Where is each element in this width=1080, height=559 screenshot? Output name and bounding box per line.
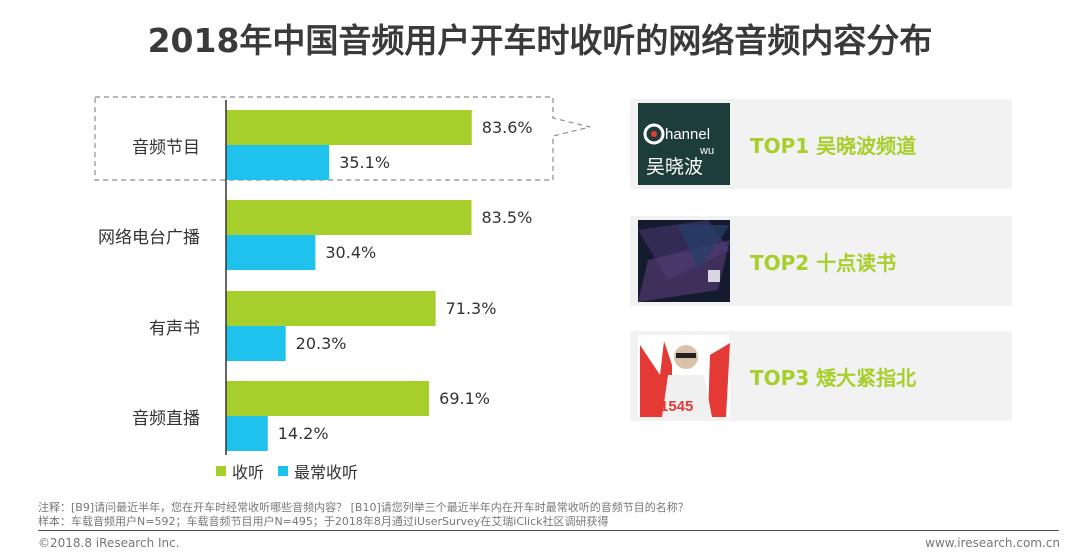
category-label: 音频直播 (132, 409, 200, 429)
reading-app-graphic (638, 220, 730, 302)
legend-label-listen: 收听 (232, 463, 265, 482)
bar-most-listen (226, 235, 316, 270)
bar-most-listen (226, 326, 286, 361)
bar-listen (226, 381, 430, 416)
highlight-box (94, 96, 591, 181)
bar-listen (226, 110, 472, 145)
category-label: 网络电台广播 (98, 228, 200, 248)
top2-label: TOP2 十点读书 (750, 250, 897, 275)
top3-card: 1545 TOP3 矮大紧指北 (630, 331, 1012, 421)
svg-text:wu: wu (699, 145, 714, 157)
bar-most-listen (226, 145, 330, 180)
bar-listen (226, 200, 472, 235)
reading-app-splash (638, 220, 730, 302)
svg-text:hannel: hannel (665, 126, 710, 143)
top1-label: TOP1 吴晓波频道 (750, 133, 917, 158)
bar-most-listen (226, 416, 268, 451)
bar-listen (226, 291, 436, 326)
category-label: 有声书 (149, 319, 200, 339)
svg-text:吴晓波: 吴晓波 (646, 156, 703, 178)
data-label: 83.5% (481, 208, 532, 227)
data-label: 14.2% (278, 424, 329, 443)
notes-line2: 样本：车载音频用户N=592；车载音频节目用户N=495；于2018年8月通过i… (38, 515, 609, 528)
channel-wu-logo-graphic: hannel wu 吴晓波 (643, 123, 714, 178)
chart-legend: 收听 最常收听 (216, 459, 358, 483)
page-title: 2018年中国音频用户开车时收听的网络音频内容分布 (147, 21, 933, 60)
host-portrait: 1545 (638, 335, 730, 417)
footer-divider (38, 530, 1059, 531)
bars-layer: 音频节目 83.6% 35.1% 网络电台广播 83.5% 30.4% 有声书 71.3% 20… (98, 100, 533, 455)
legend-item-most: 最常收听 (278, 459, 358, 483)
top3-label: TOP3 矮大紧指北 (750, 365, 917, 390)
data-label: 30.4% (325, 243, 376, 262)
copyright: ©2018.8 iResearch Inc. (38, 536, 180, 550)
legend-item-listen: 收听 (216, 459, 264, 483)
website: www.iresearch.com.cn (925, 536, 1060, 550)
svg-text:1545: 1545 (660, 398, 693, 415)
top2-card: TOP2 十点读书 (630, 216, 1012, 306)
bar-chart: 音频节目 83.6% 35.1% 网络电台广播 83.5% 30.4% 有声书 71.3% 20… (94, 96, 591, 455)
data-label: 69.1% (439, 389, 490, 408)
category-label: 音频节目 (132, 138, 200, 158)
data-label: 20.3% (296, 334, 347, 353)
notes-line1: 注释：[B9]请问最近半年，您在开车时经常收听哪些音频内容？ [B10]请您列举… (38, 501, 689, 514)
top1-card: hannel wu 吴晓波 TOP1 吴晓波频道 (630, 99, 1012, 189)
data-label: 83.6% (482, 118, 533, 137)
data-label: 71.3% (446, 299, 497, 318)
host-portrait-graphic: 1545 (640, 341, 730, 417)
data-label: 35.1% (339, 153, 390, 172)
legend-label-most: 最常收听 (294, 463, 359, 482)
channel-wu-logo: hannel wu 吴晓波 (638, 103, 730, 185)
legend-swatch-most (278, 466, 289, 476)
legend-swatch-listen (216, 466, 226, 476)
